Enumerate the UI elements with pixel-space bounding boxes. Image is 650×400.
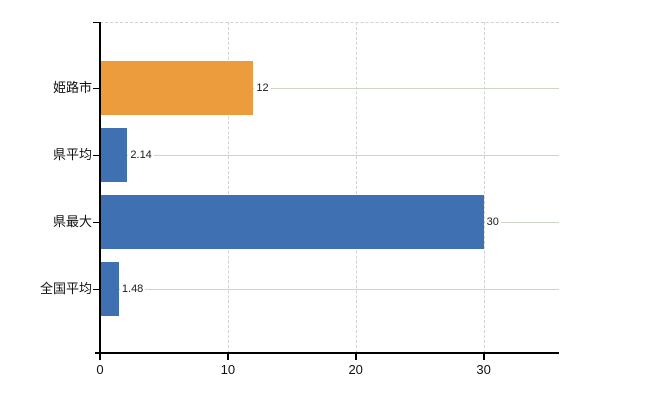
x-tick	[227, 354, 229, 360]
bar-value-label: 2.14	[128, 148, 154, 162]
x-tick-label: 20	[348, 362, 363, 377]
bar-value-label: 30	[484, 215, 501, 229]
category-tick	[93, 289, 100, 290]
plot-top-border	[100, 22, 559, 23]
v-gridline	[227, 22, 229, 353]
h-gridline	[100, 155, 559, 156]
x-tick	[355, 354, 357, 360]
h-gridline	[100, 289, 559, 290]
bar	[100, 262, 119, 316]
x-tick-label: 30	[476, 362, 491, 377]
category-label: 全国平均	[39, 281, 92, 296]
category-label: 姫路市	[52, 80, 92, 95]
v-gridline	[483, 22, 485, 353]
bar	[100, 195, 484, 249]
x-tick-label: 0	[96, 362, 104, 377]
h-gridline	[100, 88, 559, 89]
bar	[100, 128, 128, 182]
category-label: 県最大	[52, 214, 92, 229]
axis-top-tick	[93, 22, 100, 23]
v-gridline	[355, 22, 357, 353]
x-tick	[483, 354, 485, 360]
category-tick	[93, 222, 100, 223]
bar-value-label: 1.48	[119, 282, 146, 296]
category-label: 県平均	[52, 147, 92, 162]
x-tick-label: 10	[220, 362, 236, 377]
category-tick	[93, 155, 100, 156]
y-axis-line	[99, 22, 101, 360]
bar-value-label: 12	[254, 81, 271, 95]
bar	[100, 61, 254, 115]
x-axis-line	[95, 352, 559, 354]
category-tick	[93, 88, 100, 89]
